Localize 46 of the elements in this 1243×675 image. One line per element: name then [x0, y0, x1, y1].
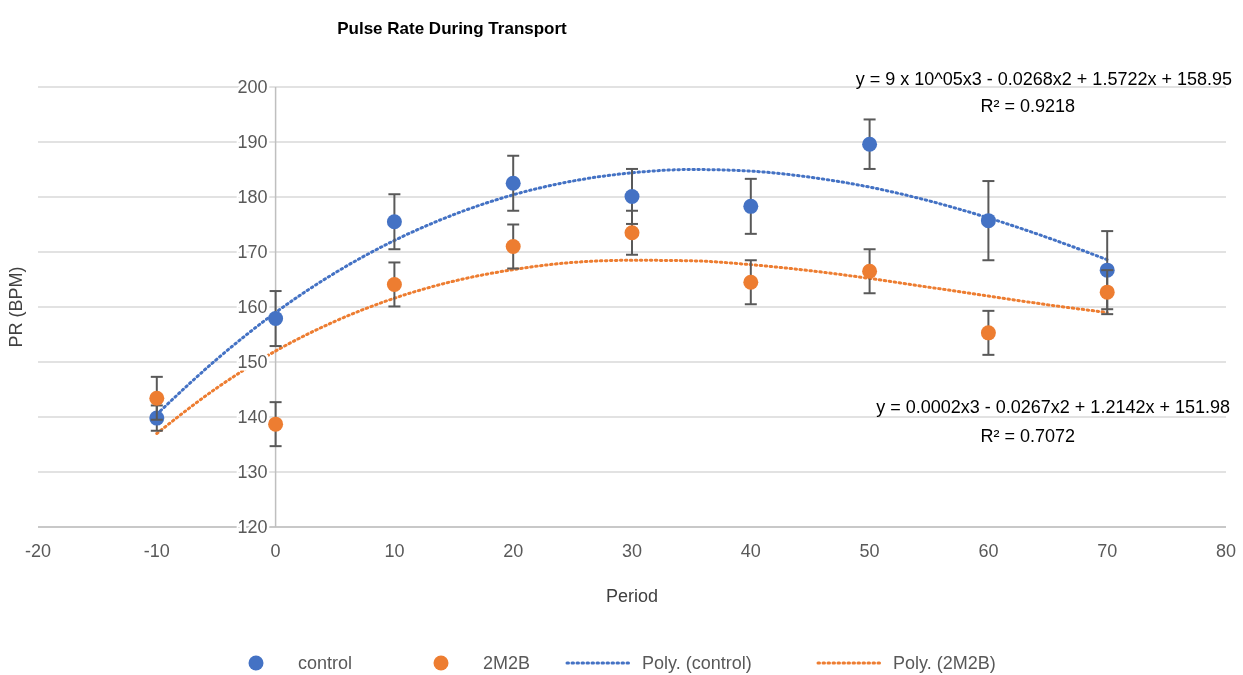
legend-label: control: [298, 653, 353, 674]
point: [149, 390, 165, 406]
x-tick-label: -20: [24, 541, 52, 561]
annotation: y = 0.0002x3 - 0.0267x2 + 1.2142x + 151.98: [876, 397, 1230, 417]
point: [386, 276, 402, 292]
annotation: R² = 0.9218: [980, 96, 1075, 116]
y-tick-label: 190: [237, 132, 268, 153]
x-axis-title: Period: [605, 586, 659, 606]
x-tick-label: 10: [384, 541, 405, 561]
x-tick-label: 30: [621, 541, 643, 561]
y-tick-label: 160: [237, 297, 268, 318]
x-tick-label: 50: [859, 541, 880, 561]
point: [505, 175, 521, 191]
y-tick-label: 200: [237, 77, 268, 98]
point: [505, 239, 521, 254]
x-tick-label: 60: [978, 541, 999, 561]
point: [1099, 284, 1115, 300]
legend-label: Poly. (2M2B): [893, 653, 996, 674]
annotation: R² = 0.7072: [980, 426, 1075, 446]
legend-label: 2M2B: [483, 653, 531, 674]
x-tick-label: 70: [1097, 541, 1118, 561]
x-tick-label: 0: [270, 541, 281, 561]
x-tick-label: 20: [503, 541, 524, 561]
y-tick-label: 140: [237, 407, 268, 428]
point: [268, 311, 284, 327]
x-tick-label: -10: [143, 541, 170, 561]
legend-label: Poly. (control): [642, 653, 752, 674]
point: [743, 274, 759, 290]
y-axis-title: PR (BPM): [6, 266, 26, 348]
y-tick-label: 120: [237, 517, 268, 538]
y-tick-label: 180: [237, 187, 268, 208]
point: [743, 198, 759, 214]
x-tick-label: 80: [1215, 541, 1237, 561]
y-tick-label: 170: [237, 242, 268, 263]
point: [624, 225, 640, 241]
y-tick-label: 130: [237, 462, 268, 483]
chart-title: Pulse Rate During Transport: [337, 19, 568, 38]
point: [862, 263, 878, 279]
point: [980, 213, 996, 229]
x-tick-label: 40: [740, 541, 761, 561]
point: [268, 416, 284, 432]
point: [862, 136, 878, 152]
point: [980, 325, 996, 341]
point: [386, 214, 402, 230]
annotation: y = 9 x 10^05x3 - 0.0268x2 + 1.5722x + 158.95: [855, 69, 1232, 89]
point: [624, 188, 640, 204]
